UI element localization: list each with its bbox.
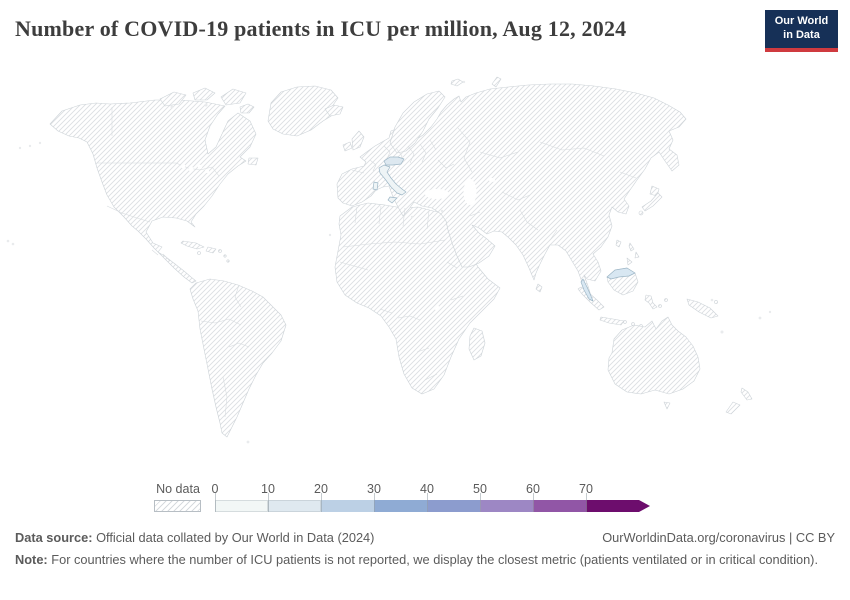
legend-segment-60-70[interactable] xyxy=(533,500,586,512)
attribution-link[interactable]: OurWorldinData.org/coronavirus | CC BY xyxy=(602,530,835,545)
landmass-british-isles[interactable] xyxy=(351,130,365,151)
chart-footer: Data source: Official data collated by O… xyxy=(15,530,835,568)
lakes xyxy=(180,163,495,311)
legend-tick-40: 40 xyxy=(420,482,434,496)
logo-line2: in Data xyxy=(783,29,820,41)
east-asia-islands[interactable] xyxy=(615,185,663,266)
legend-tick-70: 70 xyxy=(579,482,593,496)
no-data-label: No data xyxy=(156,482,200,496)
landmass-scandinavia[interactable] xyxy=(389,90,446,154)
legend-tick-30: 30 xyxy=(367,482,381,496)
landmass-new-guinea xyxy=(686,298,719,319)
legend-tick-0: 0 xyxy=(211,482,219,496)
landmass-north-america[interactable] xyxy=(49,99,257,284)
legend-tick-20: 20 xyxy=(314,482,328,496)
note: Note: For countries where the number of … xyxy=(15,551,819,567)
countries-with-data xyxy=(372,156,636,302)
country-austria[interactable] xyxy=(383,156,405,166)
legend-segment-50-60[interactable] xyxy=(480,500,533,512)
legend-segment-20-30[interactable] xyxy=(321,500,374,512)
landmass-madagascar[interactable] xyxy=(468,327,486,361)
landmass-australia[interactable] xyxy=(607,316,701,395)
landmass-tasmania xyxy=(663,401,671,410)
no-data-swatch[interactable] xyxy=(154,500,201,512)
southeast-asia-islands[interactable] xyxy=(577,267,719,328)
legend-segment-70-plus[interactable] xyxy=(586,500,639,512)
legend-segment-30-40[interactable] xyxy=(374,500,427,512)
legend-segment-10-20[interactable] xyxy=(268,500,321,512)
logo-line1: Our World xyxy=(774,15,829,28)
legend-tick-50: 50 xyxy=(473,482,487,496)
landmass-sri-lanka xyxy=(535,283,543,293)
landmass-new-zealand[interactable] xyxy=(725,387,753,415)
landmass-eurasia[interactable] xyxy=(336,83,687,297)
country-borders xyxy=(97,107,637,418)
legend-tick-10: 10 xyxy=(261,482,275,496)
data-source: Data source: Official data collated by O… xyxy=(15,530,375,545)
data-source-label: Data source: xyxy=(15,530,93,545)
small-islands xyxy=(6,80,772,444)
legend-segment-40-50[interactable] xyxy=(427,500,480,512)
country-italy[interactable] xyxy=(372,164,407,204)
no-data-landmasses[interactable] xyxy=(6,76,772,444)
page-title: Number of COVID-19 patients in ICU per m… xyxy=(15,16,627,41)
legend-segment-0-10[interactable] xyxy=(215,500,268,512)
note-label: Note: xyxy=(15,551,48,567)
landmass-iceland[interactable] xyxy=(324,104,344,117)
legend-arrow xyxy=(639,500,650,512)
legend-tick-60: 60 xyxy=(526,482,540,496)
landmass-south-america[interactable] xyxy=(189,278,287,438)
country-malaysia[interactable] xyxy=(580,267,636,302)
owid-logo[interactable]: Our World in Data xyxy=(765,10,838,52)
arctic-islands[interactable] xyxy=(159,76,502,114)
caribbean-islands[interactable] xyxy=(180,240,230,263)
landmass-newfoundland xyxy=(247,157,259,166)
